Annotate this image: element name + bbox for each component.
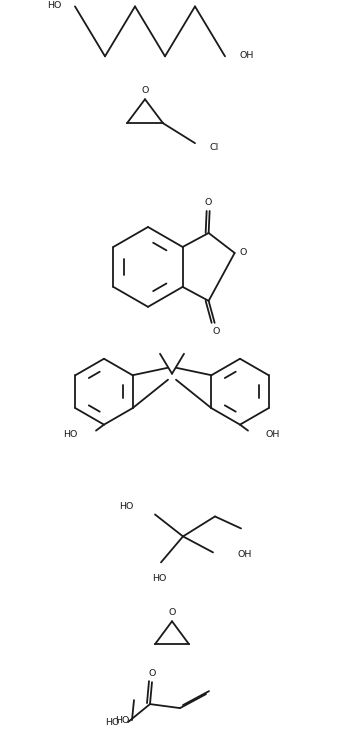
Text: O: O bbox=[205, 197, 212, 206]
Text: HO: HO bbox=[119, 502, 133, 511]
Text: HO: HO bbox=[106, 717, 120, 727]
Text: OH: OH bbox=[237, 550, 252, 559]
Text: O: O bbox=[213, 327, 220, 336]
Text: O: O bbox=[168, 608, 176, 617]
Text: OH: OH bbox=[239, 51, 253, 60]
Text: Cl: Cl bbox=[209, 143, 218, 152]
Text: O: O bbox=[148, 668, 156, 677]
Text: HO: HO bbox=[116, 716, 130, 724]
Text: HO: HO bbox=[47, 1, 61, 10]
Text: HO: HO bbox=[152, 574, 166, 583]
Text: HO: HO bbox=[63, 430, 78, 439]
Text: OH: OH bbox=[266, 430, 280, 439]
Text: O: O bbox=[240, 249, 247, 258]
Text: O: O bbox=[141, 85, 149, 94]
